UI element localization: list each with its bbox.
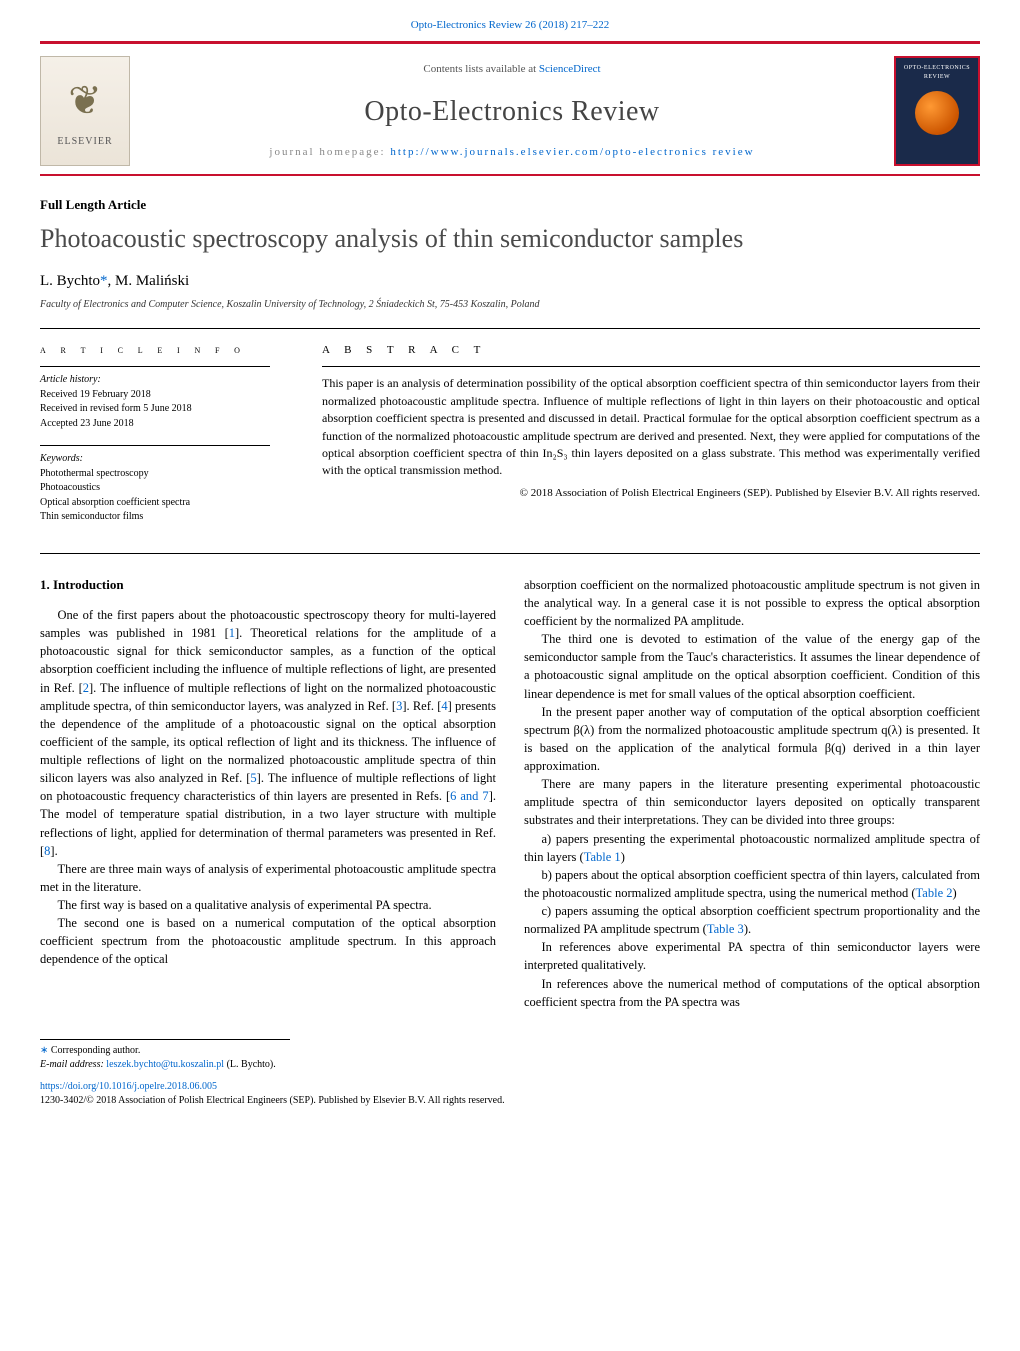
info-rule (40, 366, 270, 367)
column-right: absorption coefficient on the normalized… (524, 576, 980, 1011)
info-heading: A R T I C L E I N F O (40, 343, 286, 358)
article-info: A R T I C L E I N F O Article history: R… (40, 329, 300, 553)
footnotes: ∗ Corresponding author. E-mail address: … (40, 1039, 290, 1072)
paragraph: The second one is based on a numerical c… (40, 914, 496, 968)
paragraph: The third one is devoted to estimation o… (524, 630, 980, 703)
star-icon: ∗ (40, 1045, 48, 1056)
authors: L. Bychto*, M. Maliński (0, 271, 1020, 298)
article-history: Article history: Received 19 February 20… (40, 373, 286, 431)
elsevier-tree-icon: ❦ (68, 73, 102, 129)
keywords-block: Keywords: Photothermal spectroscopy Phot… (40, 452, 286, 525)
info-rule-2 (40, 445, 270, 446)
email-suffix: (L. Bychto). (224, 1059, 276, 1070)
journal-cover: OPTO-ELECTRONICS REVIEW (894, 56, 980, 166)
list-item-c: c) papers assuming the optical absorptio… (524, 902, 980, 938)
email-link[interactable]: leszek.bychto@tu.koszalin.pl (106, 1059, 224, 1070)
publisher-logo: ❦ ELSEVIER (40, 56, 130, 166)
abstract-heading: A B S T R A C T (322, 343, 980, 358)
journal-homepage-link[interactable]: http://www.journals.elsevier.com/opto-el… (390, 146, 754, 158)
paragraph: In references above experimental PA spec… (524, 938, 980, 974)
history-label: Article history: (40, 373, 286, 388)
abstract-rule (322, 366, 980, 367)
corresponding-star-icon: * (100, 273, 108, 289)
article-title: Photoacoustic spectroscopy analysis of t… (0, 215, 1020, 271)
author-1: L. Bychto (40, 273, 100, 289)
doi-link[interactable]: https://doi.org/10.1016/j.opelre.2018.06… (40, 1081, 217, 1092)
contents-prefix: Contents lists available at (423, 63, 538, 75)
author-2: , M. Maliński (108, 273, 190, 289)
abstract: A B S T R A C T This paper is an analysi… (300, 329, 980, 553)
keyword: Photothermal spectroscopy (40, 467, 286, 482)
paragraph: absorption coefficient on the normalized… (524, 576, 980, 630)
paragraph: There are three main ways of analysis of… (40, 860, 496, 896)
contents-line: Contents lists available at ScienceDirec… (146, 62, 878, 77)
email-label: E-mail address: (40, 1059, 106, 1070)
doi-line: https://doi.org/10.1016/j.opelre.2018.06… (0, 1076, 1020, 1094)
homepage-prefix: journal homepage: (269, 146, 390, 158)
received-date: Received 19 February 2018 (40, 388, 286, 403)
journal-citation: Opto-Electronics Review 26 (2018) 217–22… (0, 0, 1020, 41)
paragraph: In references above the numerical method… (524, 975, 980, 1011)
footer-copyright: 1230-3402/© 2018 Association of Polish E… (0, 1094, 1020, 1126)
email-line: E-mail address: leszek.bychto@tu.koszali… (40, 1058, 290, 1072)
corresponding-note: ∗ Corresponding author. (40, 1044, 290, 1058)
paragraph: The first way is based on a qualitative … (40, 896, 496, 914)
keyword: Photoacoustics (40, 481, 286, 496)
column-left: 1. Introduction One of the first papers … (40, 576, 496, 1011)
info-abstract-block: A R T I C L E I N F O Article history: R… (40, 328, 980, 554)
list-item-b: b) papers about the optical absorption c… (524, 866, 980, 902)
keyword: Optical absorption coefficient spectra (40, 496, 286, 511)
header-center: Contents lists available at ScienceDirec… (146, 54, 878, 168)
section-1-heading: 1. Introduction (40, 576, 496, 594)
paragraph: One of the first papers about the photoa… (40, 606, 496, 860)
corresponding-text: Corresponding author. (51, 1045, 140, 1056)
publisher-name: ELSEVIER (57, 135, 112, 149)
revised-date: Received in revised form 5 June 2018 (40, 402, 286, 417)
header-rule-bottom (40, 174, 980, 176)
accepted-date: Accepted 23 June 2018 (40, 417, 286, 432)
abstract-copyright: © 2018 Association of Polish Electrical … (322, 486, 980, 501)
sciencedirect-link[interactable]: ScienceDirect (539, 63, 601, 75)
abstract-text: This paper is an analysis of determinati… (322, 375, 980, 479)
journal-homepage-line: journal homepage: http://www.journals.el… (146, 145, 878, 160)
paragraph: There are many papers in the literature … (524, 775, 980, 829)
list-item-a: a) papers presenting the experimental ph… (524, 830, 980, 866)
affiliation: Faculty of Electronics and Computer Scie… (0, 298, 1020, 328)
article-type: Full Length Article (0, 196, 1020, 214)
keywords-label: Keywords: (40, 452, 286, 467)
journal-name: Opto-Electronics Review (146, 92, 878, 131)
body: 1. Introduction One of the first papers … (0, 554, 1020, 1021)
cover-graphic-icon (915, 91, 959, 135)
cover-title: OPTO-ELECTRONICS REVIEW (900, 64, 974, 81)
keyword: Thin semiconductor films (40, 510, 286, 525)
journal-header: ❦ ELSEVIER Contents lists available at S… (0, 44, 1020, 168)
paragraph: In the present paper another way of comp… (524, 703, 980, 776)
